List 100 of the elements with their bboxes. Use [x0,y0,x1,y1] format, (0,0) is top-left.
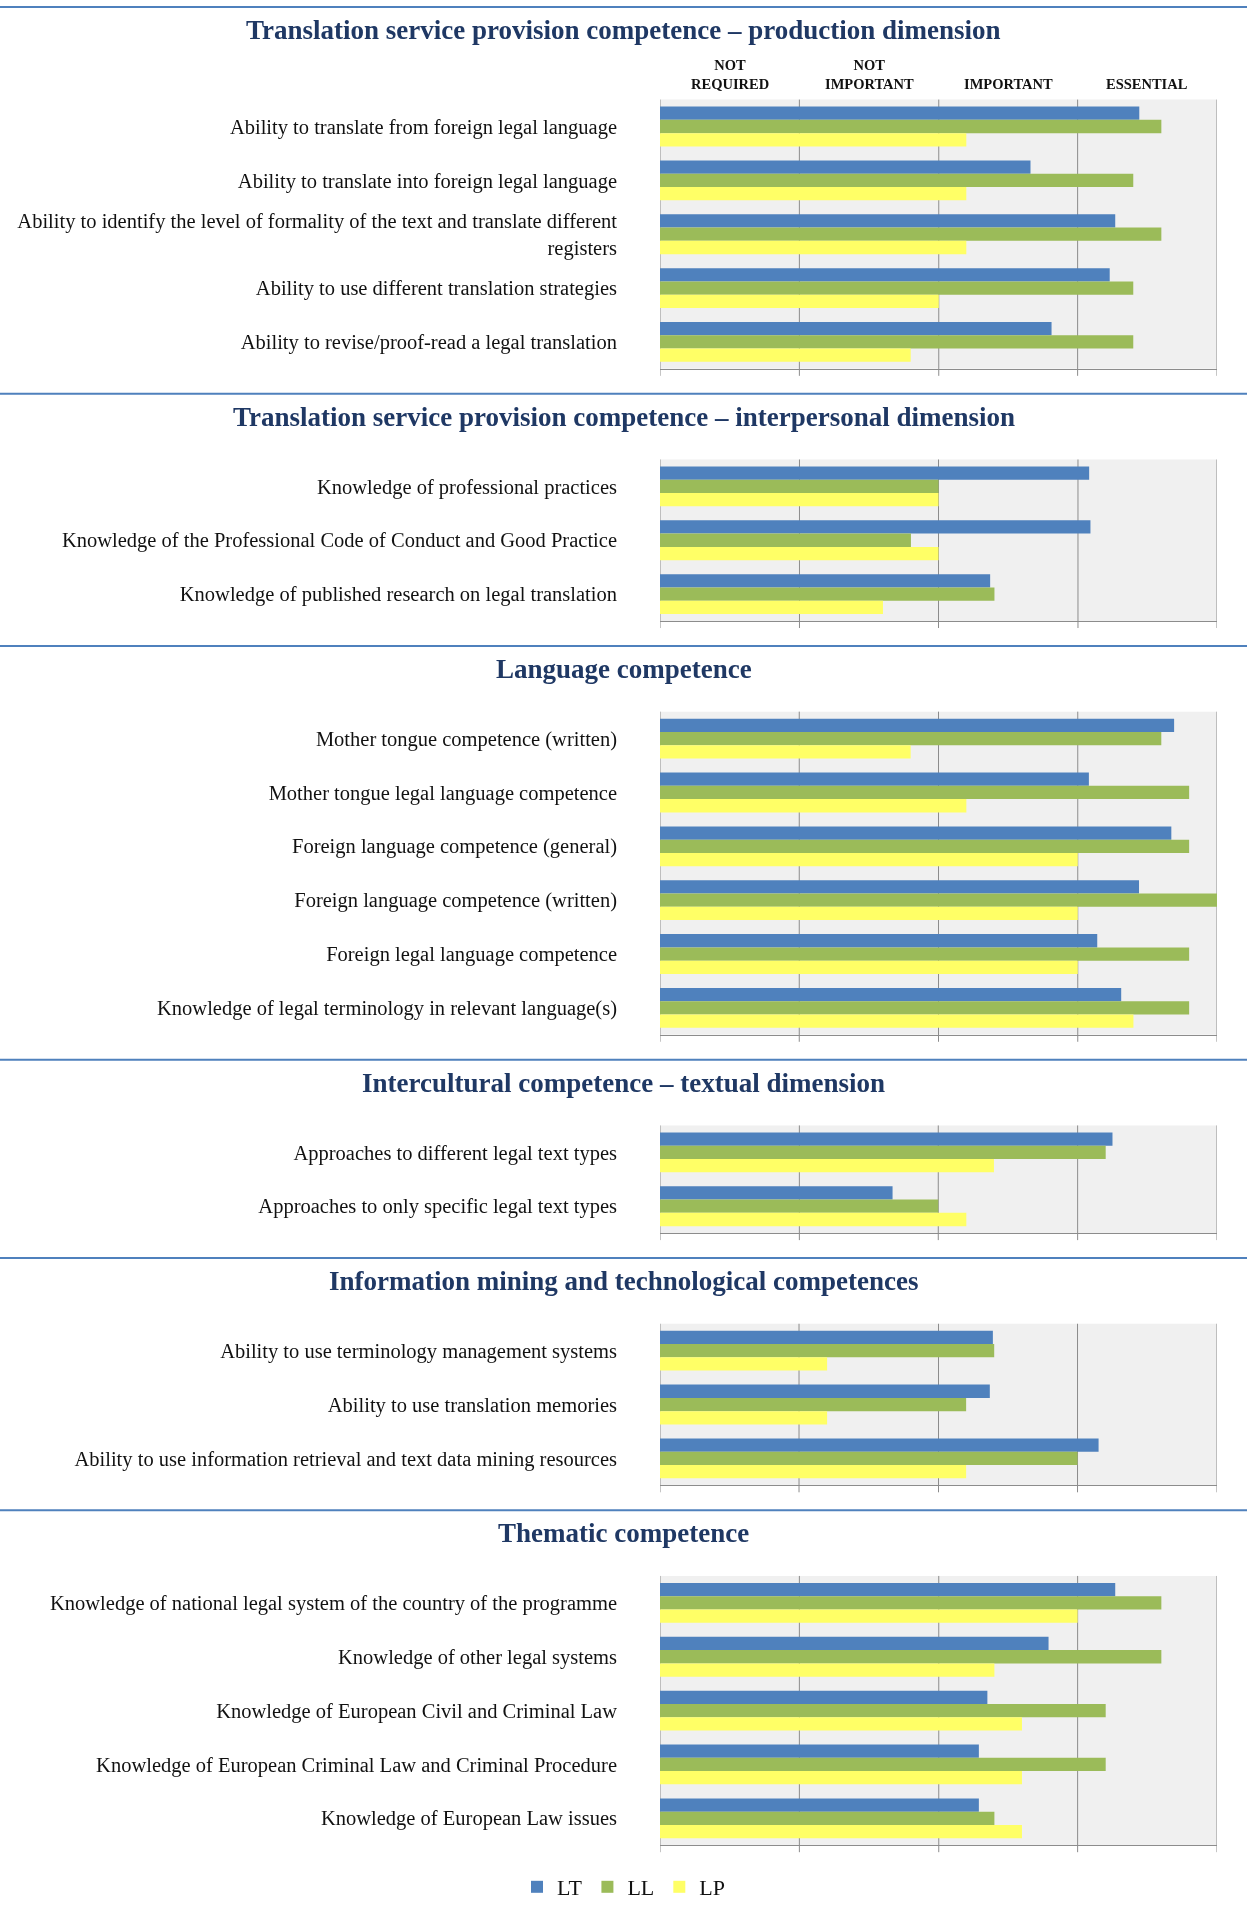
bar [660,1411,828,1425]
bar [660,839,1190,853]
bar [660,1811,995,1825]
band-label: IMPORTANT [964,76,1053,92]
bar [660,1717,1022,1731]
chart-title: Translation service provision competence – interpersonal dimension [233,402,1015,432]
band-label: NOT REQUIRED [691,57,770,92]
bar [660,1199,939,1213]
bar [660,1397,967,1412]
bar [660,1384,990,1398]
bar [660,1438,1099,1452]
bar [660,214,1116,228]
y-tick-label: Approaches to only specific legal text types [258,1195,618,1219]
bar [660,1663,995,1677]
chart-title: Language competence [496,654,752,684]
chart-title: Intercultural competence – textual dimension [362,1068,885,1098]
bar [660,1703,1106,1718]
y-tick-label: Ability to use terminology management systems [220,1339,618,1363]
bar [660,119,1162,134]
bar [660,587,995,601]
y-tick-label: Ability to use translation memories [327,1393,618,1417]
bar [660,1650,1162,1664]
y-tick-label: Knowledge of legal terminology in relevant language(s) [157,997,617,1021]
y-tick-label: Knowledge of the Professional Code of Conduct and Good Practice [61,529,617,553]
y-tick-label: Foreign legal language competence [326,943,617,967]
bar [660,106,1140,120]
bar [660,1582,1116,1597]
bar [660,1357,828,1371]
bar [660,479,939,494]
band-label: NOT IMPORTANT [825,57,914,92]
bar [660,893,1217,907]
bar [660,533,911,547]
bar [660,1212,967,1227]
bar [660,240,967,255]
bar [660,1001,1190,1015]
bar [660,1798,979,1812]
bar [660,466,1090,480]
bar [660,745,911,759]
bar [660,1690,988,1704]
bar [660,281,1134,295]
bar [660,718,1175,732]
bar [660,600,883,615]
y-tick-label: Approaches to different legal text types [293,1141,618,1165]
bar [660,1824,1022,1839]
bar [660,348,911,362]
bar [660,1465,967,1479]
y-tick-label: Ability to translate into foreign legal language [237,169,617,193]
bar [660,852,1078,867]
y-tick-label: Knowledge of European Civil and Criminal Law [216,1699,618,1723]
legend-label: LL [627,1875,655,1901]
bar [660,1344,995,1358]
bar [660,335,1134,349]
y-tick-label: Ability to use information retrieval and text data mining resources [74,1447,618,1471]
bar [660,268,1110,282]
y-tick-label: Ability to translate from foreign legal language [229,115,617,139]
bar [660,799,967,813]
bar [660,1159,994,1173]
bar [660,987,1122,1002]
y-tick-label: Knowledge of professional practices [317,475,618,499]
y-tick-label: Knowledge of national legal system of the country of the programme [49,1592,617,1616]
bar [660,960,1078,974]
band-label: ESSENTIAL [1106,76,1188,92]
bar [660,187,967,201]
chart-title: Thematic competence [498,1518,750,1548]
bar [660,294,939,308]
bar [660,493,939,507]
bar [660,1596,1162,1610]
bar [660,546,939,561]
bar [660,1186,893,1200]
bar [660,574,991,588]
y-tick-label: Knowledge of European Law issues [320,1807,618,1831]
bar [660,1014,1134,1028]
bar [660,947,1190,961]
legend-label: LT [557,1875,583,1901]
y-tick-label: Ability to revise/proof-read a legal translation [240,331,617,355]
chart-title: Information mining and technological competences [329,1266,919,1296]
bar [660,731,1162,746]
bar [660,1744,979,1758]
bar [660,322,1052,336]
bar [660,1609,1078,1623]
bar [660,1757,1106,1772]
bar [660,1451,1078,1466]
bar [660,173,1134,188]
bar [660,785,1190,800]
bar [660,1636,1049,1651]
bar [660,1132,1113,1146]
bar [660,133,967,147]
y-tick-label: Knowledge of other legal systems [338,1645,618,1669]
bar [660,772,1089,786]
y-tick-label: Mother tongue legal language competence [268,781,617,805]
bar [660,1771,1022,1785]
bar [660,1330,993,1345]
chart-title: Translation service provision competence – production dimension [246,15,1001,45]
bar [660,160,1031,174]
bar [660,1145,1106,1159]
bar [660,520,1091,534]
y-tick-label: Foreign language competence (general) [292,835,617,859]
bar [660,880,1140,894]
y-tick-label: Knowledge of published research on legal translation [179,583,617,607]
y-tick-label: Ability to identify the level of formality of the text and translate different registers [17,210,618,260]
